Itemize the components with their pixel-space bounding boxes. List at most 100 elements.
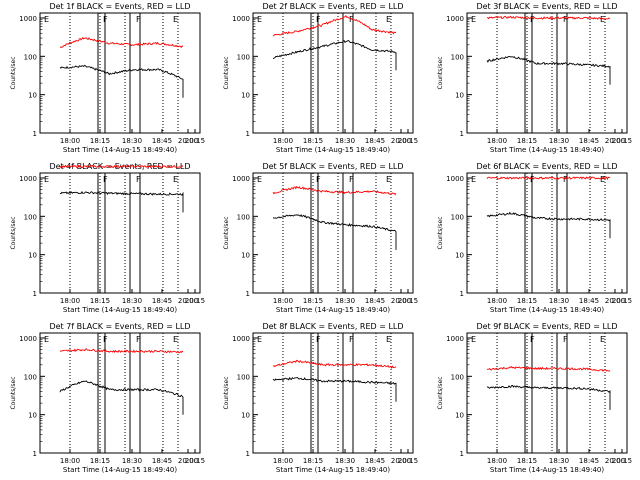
marker-label: F — [530, 15, 535, 24]
x-axis-label: Start Time (14-Aug-15 18:49:40) — [276, 306, 390, 314]
interval-box — [524, 172, 533, 294]
marker-label: F — [103, 15, 108, 24]
marker-label: E — [600, 15, 605, 24]
x-tick-label: 20:00 — [391, 457, 411, 465]
x-tick-label: 18:45 — [365, 457, 385, 465]
y-tick-label: 100 — [451, 53, 464, 61]
x-axis-label: Start Time (14-Aug-15 18:49:40) — [63, 306, 177, 314]
y-axis-label: Counts/sec — [437, 56, 444, 89]
plot-frame — [39, 12, 201, 134]
y-tick-label: 100 — [451, 213, 464, 221]
y-tick-label: 100 — [237, 213, 250, 221]
marker-label: E — [600, 175, 605, 184]
y-axis-label: Counts/sec — [10, 56, 17, 89]
series-line-lld — [59, 36, 184, 49]
x-axis-label: Start Time (14-Aug-15 18:49:40) — [276, 146, 390, 154]
marker-label: E — [173, 15, 178, 24]
x-axis-label: Start Time (14-Aug-15 18:49:40) — [490, 306, 604, 314]
marker-label: F — [530, 335, 535, 344]
x-tick-label: 20:15 — [185, 297, 205, 305]
x-tick-label: 18:45 — [579, 297, 599, 305]
chart-title: Det 6f BLACK = Events, RED = LLD — [476, 162, 617, 171]
chart-title: Det 7f BLACK = Events, RED = LLD — [49, 322, 190, 331]
y-axis-label: Counts/sec — [437, 376, 444, 409]
x-tick-label: 20:15 — [398, 297, 418, 305]
series-line-events — [487, 385, 611, 410]
y-axis-label: Counts/sec — [223, 376, 230, 409]
y-tick-label: 1000 — [446, 335, 464, 343]
chart-panel-1: Det 1f BLACK = Events, RED = LLD 1 10 100 10… — [10, 2, 205, 154]
x-tick-label: 18:00 — [60, 457, 80, 465]
y-tick-label: 1000 — [19, 175, 37, 183]
y-tick-label: 1000 — [19, 335, 37, 343]
plot-frame — [466, 12, 628, 134]
y-tick-label: 10 — [28, 92, 37, 100]
x-axis-label: Start Time (14-Aug-15 18:49:40) — [490, 146, 604, 154]
y-tick-label: 1 — [246, 290, 250, 298]
chart-title: Det 2f BLACK = Events, RED = LLD — [262, 2, 403, 11]
x-axis-label: Start Time (14-Aug-15 18:49:40) — [63, 466, 177, 474]
x-tick-label: 20:15 — [612, 137, 632, 145]
series-line-events — [272, 40, 397, 71]
x-tick-label: 18:15 — [90, 297, 110, 305]
y-tick-label: 10 — [241, 252, 250, 260]
marker-label: F — [136, 335, 141, 344]
series-line-events — [486, 55, 611, 85]
interval-box — [129, 172, 141, 294]
x-tick-label: 18:45 — [365, 137, 385, 145]
marker-label: E — [257, 335, 262, 344]
marker-label: F — [349, 335, 354, 344]
plot-frame — [252, 332, 414, 454]
x-tick-label: 18:15 — [303, 137, 323, 145]
x-tick-label: 18:15 — [303, 297, 323, 305]
interval-box — [97, 332, 106, 454]
x-tick-label: 18:30 — [335, 137, 355, 145]
y-tick-label: 10 — [455, 252, 464, 260]
x-tick-label: 18:45 — [152, 457, 172, 465]
chart-title: Det 8f BLACK = Events, RED = LLD — [262, 322, 403, 331]
interval-box — [129, 12, 141, 134]
interval-box — [310, 332, 319, 454]
chart-title: Det 1f BLACK = Events, RED = LLD — [49, 2, 190, 11]
interval-box — [97, 12, 106, 134]
series-line-lld — [59, 164, 184, 169]
x-tick-label: 18:30 — [122, 297, 142, 305]
x-tick-label: 20:15 — [612, 297, 632, 305]
y-tick-label: 1 — [246, 130, 250, 138]
x-tick-label: 18:30 — [122, 137, 142, 145]
y-tick-label: 1 — [33, 450, 37, 458]
plot-frame — [39, 172, 201, 294]
chart-panel-3: Det 3f BLACK = Events, RED = LLD 1 10 100 10… — [437, 2, 632, 154]
marker-label: F — [349, 175, 354, 184]
x-axis-label: Start Time (14-Aug-15 18:49:40) — [63, 146, 177, 154]
y-tick-label: 1000 — [232, 15, 250, 23]
x-tick-label: 18:00 — [487, 297, 507, 305]
series-line-lld — [487, 15, 611, 20]
x-tick-label: 18:00 — [273, 457, 293, 465]
x-tick-label: 20:00 — [178, 137, 198, 145]
chart-title: Det 5f BLACK = Events, RED = LLD — [262, 162, 403, 171]
marker-label: F — [349, 15, 354, 24]
y-tick-label: 10 — [28, 412, 37, 420]
y-tick-label: 100 — [24, 53, 37, 61]
x-tick-label: 18:45 — [365, 297, 385, 305]
y-tick-label: 10 — [28, 252, 37, 260]
marker-label: E — [44, 335, 49, 344]
series-line-lld — [272, 15, 397, 37]
x-tick-label: 18:00 — [273, 297, 293, 305]
marker-label: F — [103, 175, 108, 184]
marker-label: F — [563, 335, 568, 344]
chart-panel-8: Det 8f BLACK = Events, RED = LLD 1 10 100 10… — [223, 322, 418, 474]
y-tick-label: 100 — [451, 373, 464, 381]
plot-frame — [252, 172, 414, 294]
x-tick-label: 18:00 — [60, 297, 80, 305]
x-tick-label: 18:00 — [487, 137, 507, 145]
series-line-lld — [59, 348, 184, 354]
chart-panel-9: Det 9f BLACK = Events, RED = LLD 1 10 100 10… — [437, 322, 632, 474]
plot-frame — [252, 12, 414, 134]
marker-label: F — [136, 15, 141, 24]
marker-label: E — [471, 175, 476, 184]
x-tick-label: 18:15 — [90, 137, 110, 145]
marker-label: E — [471, 335, 476, 344]
